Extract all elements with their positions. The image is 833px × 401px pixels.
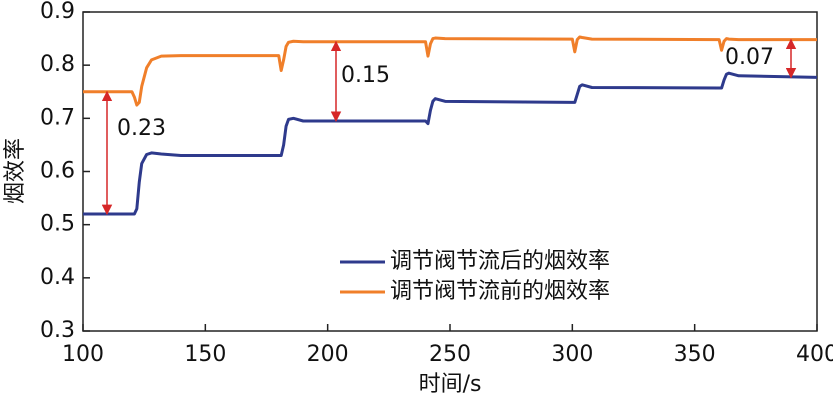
annotation: 0.15	[341, 63, 390, 88]
legend-label: 调节阀节流后的烟效率	[390, 249, 610, 274]
y-tick-label: 0.9	[40, 0, 75, 24]
y-tick-label: 0.8	[40, 52, 75, 77]
y-tick-label: 0.4	[40, 265, 75, 290]
y-tick-label: 0.5	[40, 212, 75, 237]
x-tick-label: 100	[62, 342, 104, 367]
x-tick-label: 400	[796, 342, 833, 367]
x-tick-label: 150	[184, 342, 226, 367]
annotation: 0.07	[725, 45, 774, 70]
y-tick-label: 0.3	[40, 318, 75, 343]
x-tick-label: 200	[307, 342, 349, 367]
y-tick-label: 0.6	[40, 159, 75, 184]
annotation: 0.23	[117, 116, 166, 141]
x-tick-label: 350	[674, 342, 716, 367]
x-tick-label: 250	[429, 342, 471, 367]
legend-label: 调节阀节流前的烟效率	[390, 279, 610, 304]
y-axis-label: 烟效率	[3, 138, 28, 204]
series-line	[83, 35, 817, 107]
y-tick-label: 0.7	[40, 105, 75, 130]
series-line	[83, 71, 818, 216]
x-tick-label: 300	[551, 342, 593, 367]
x-axis-label: 时间/s	[419, 372, 482, 397]
